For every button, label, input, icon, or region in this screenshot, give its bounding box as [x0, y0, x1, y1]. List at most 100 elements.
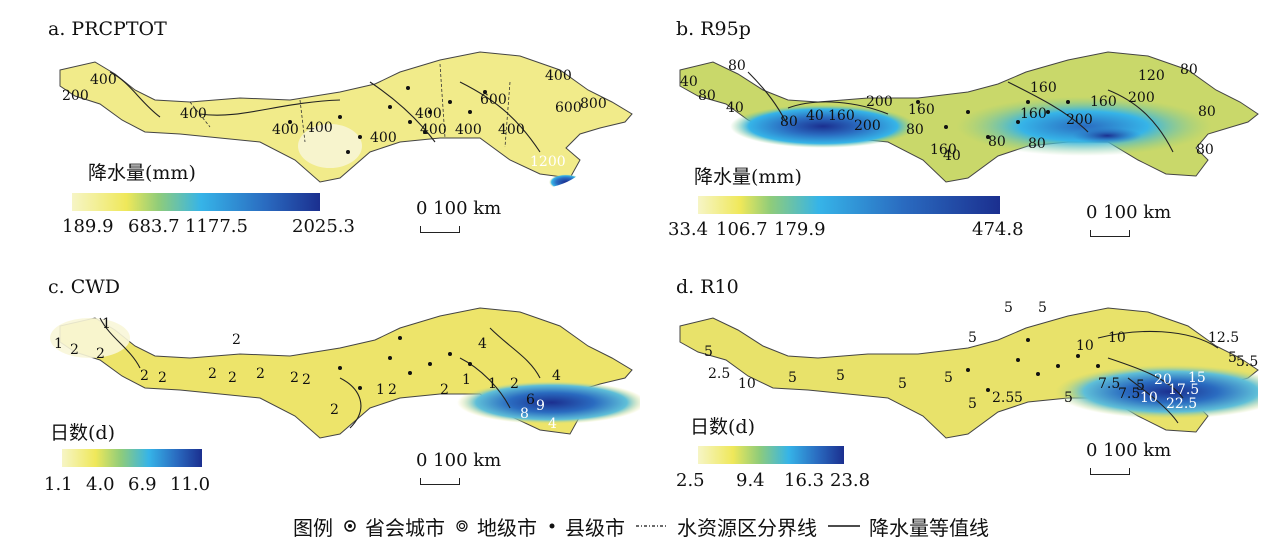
map-legend: 图例 省会城市 地级市 县级市 水资源区分界线 降水量等值线: [0, 508, 1282, 544]
contour-label: 400: [370, 130, 397, 146]
contour-label: 600: [555, 100, 582, 116]
contour-label: 160: [908, 102, 935, 118]
panel-b-map: 80 40 80 40 80 40 160 200 160 200 80 160…: [678, 51, 1259, 187]
panel-a-tick: 2025.3: [292, 216, 355, 237]
city-dots: [916, 100, 1070, 139]
panel-b-title: b. R95p: [676, 18, 751, 40]
contour-label: 2: [96, 346, 105, 362]
panel-c-title: c. CWD: [48, 276, 121, 298]
panel-c-colorbar: [62, 449, 202, 467]
contour-label: 4: [552, 368, 561, 384]
contour-label: 5: [788, 370, 797, 386]
panel-b-tick: 106.7: [716, 219, 768, 240]
contour-label: 80: [1196, 142, 1214, 158]
legend-label: 省会城市: [365, 515, 445, 540]
contour-label: 400: [545, 68, 572, 84]
contour-label: 2: [256, 366, 265, 382]
panel-b-scale-label: 0 100 km: [1086, 202, 1172, 223]
contour-label: 6: [526, 392, 535, 408]
contour-label: 10: [1108, 330, 1126, 346]
panel-a-map: 200 400 400 400 400 400 400 400 400 400 …: [59, 51, 633, 190]
contour-label: 2: [70, 342, 79, 358]
panel-c-tick: 1.1: [44, 474, 73, 495]
contour-label: 1: [488, 376, 497, 392]
contour-label: 5: [1136, 378, 1145, 394]
contour-label: 1200: [530, 154, 566, 170]
contour-label: 160: [1030, 80, 1057, 96]
region-outline: [59, 51, 633, 183]
city-dots: [966, 338, 1100, 392]
contour-label: 8: [520, 406, 529, 422]
contour-label: 2.5: [992, 390, 1014, 406]
contour-label: 17.5: [1168, 382, 1199, 398]
contour-label: 200: [1066, 112, 1093, 128]
panel-d-tick: 2.5: [676, 470, 705, 491]
contour-label: 5: [1064, 390, 1073, 406]
contour-label: 5: [898, 376, 907, 392]
contour-label: 4: [548, 416, 557, 432]
contour-label: 200: [854, 118, 881, 134]
legend-label: 降水量等值线: [869, 515, 989, 540]
panel-a-tick: 683.7: [128, 216, 180, 237]
contour-label: 15: [1188, 370, 1206, 386]
contour-label: 200: [866, 94, 893, 110]
panel-b-colorbar: [698, 196, 1000, 214]
contour-label: 2: [302, 372, 311, 388]
panel-d-tick: 9.4: [736, 470, 765, 491]
contour-label: 80: [728, 58, 746, 74]
provincial-capital-icon: [344, 520, 356, 532]
contour-label: 1: [102, 316, 111, 332]
panel-b-colorbar-title: 降水量(mm): [694, 166, 802, 188]
panel-c-scale-label: 0 100 km: [416, 450, 502, 471]
contour-label: 80: [906, 122, 924, 138]
contour-label: 22.5: [1166, 396, 1197, 412]
contour-label: 80: [1198, 104, 1216, 120]
contour-label: 400: [455, 122, 482, 138]
panel-d-tick: 16.3: [784, 470, 825, 491]
panel-a-scale-label: 0 100 km: [416, 198, 502, 219]
contour-label: 400: [415, 106, 442, 122]
contour-label: 2: [228, 370, 237, 386]
contour-label: 5.5: [1236, 354, 1258, 370]
contour-label: 1: [462, 372, 471, 388]
panel-b-tick: 474.8: [972, 219, 1024, 240]
legend-item-prefecture: 地级市: [455, 512, 537, 541]
legend-title: 图例: [293, 515, 333, 540]
contour-label: 200: [62, 88, 89, 104]
isoline-icon: [828, 525, 860, 527]
contour-label: 40: [943, 148, 961, 164]
contour-label: 5: [968, 330, 977, 346]
contour-label: 4: [478, 336, 487, 352]
contour-label: 80: [1028, 136, 1046, 152]
contour-label: 80: [780, 114, 798, 130]
panel-c-tick: 4.0: [86, 474, 115, 495]
contour-label: 2: [330, 402, 339, 418]
contour-label: 7.5: [1118, 386, 1140, 402]
legend-item-provincial: 省会城市: [343, 512, 445, 541]
panel-a-scale-bar: [420, 226, 460, 233]
panel-d-map: 5 5 5 5 2.5 10 5 5 5 5 5 10 2.5 5 7.5 10…: [678, 300, 1259, 443]
contour-label: 5: [944, 370, 953, 386]
contour-label: 12.5: [1208, 330, 1239, 346]
contour-label: 20: [1154, 372, 1172, 388]
contour-label: 2: [290, 370, 299, 386]
panel-d-title: d. R10: [676, 276, 739, 298]
panel-a-title: a. PRCPTOT: [48, 18, 167, 40]
panel-d-colorbar: [698, 446, 844, 464]
contour-label: 2: [440, 382, 449, 398]
contour-label: 160: [1090, 94, 1117, 110]
contour-label: 40: [680, 74, 698, 90]
panel-a-colorbar-title: 降水量(mm): [88, 162, 196, 184]
legend-item-isoline: 降水量等值线: [827, 512, 989, 541]
contour-label: 10: [1140, 390, 1158, 406]
contour-label: 5: [968, 396, 977, 412]
city-dots: [288, 86, 487, 154]
contour-label: 80: [698, 88, 716, 104]
contour-label: 5: [1004, 300, 1013, 316]
legend-label: 县级市: [565, 515, 625, 540]
panel-a-tick: 189.9: [62, 216, 114, 237]
contour-label: 80: [1180, 62, 1198, 78]
contour-label: 800: [580, 96, 607, 112]
contour-label: 600: [480, 92, 507, 108]
contour-label: 2: [232, 332, 241, 348]
